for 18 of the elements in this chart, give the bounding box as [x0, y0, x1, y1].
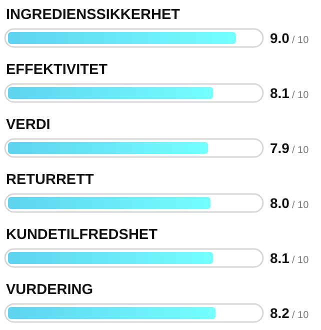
- data-label: 8.1: [270, 250, 290, 266]
- y-tick-label: EFFEKTIVITET: [6, 62, 108, 78]
- data-label: 8.2: [270, 305, 290, 321]
- y-tick-label: RETURRETT: [6, 172, 94, 188]
- y-tick-label: KUNDETILFREDSHET: [6, 227, 158, 243]
- data-label: 7.9: [270, 140, 290, 156]
- text: / 10: [292, 35, 310, 46]
- y-tick-label: VERDI: [6, 117, 50, 133]
- y-tick-label: INGREDIENSSIKKERHET: [6, 7, 180, 23]
- text: / 10: [292, 310, 310, 321]
- text: / 10: [292, 145, 310, 156]
- data-label: 8.0: [270, 195, 290, 211]
- y-tick-label: VURDERING: [6, 282, 94, 298]
- data-label: 8.1: [270, 85, 290, 101]
- text: / 10: [292, 200, 310, 211]
- text: / 10: [292, 255, 310, 266]
- data-label: 9.0: [270, 30, 290, 46]
- text: / 10: [292, 90, 310, 101]
